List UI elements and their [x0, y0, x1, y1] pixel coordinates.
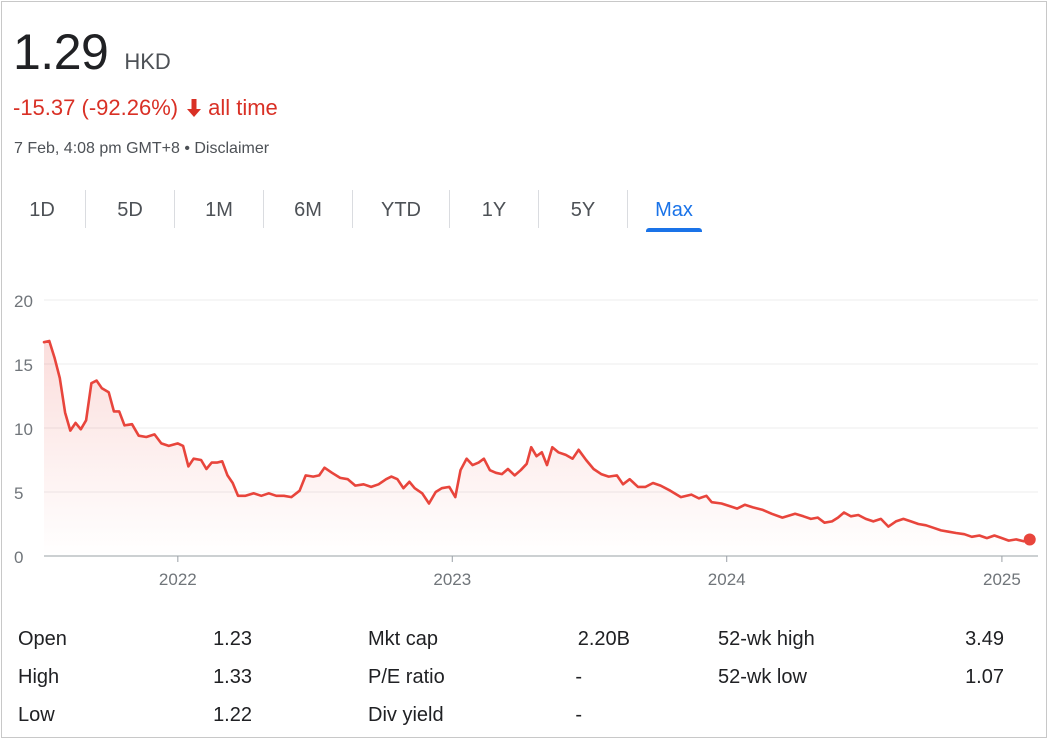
last-price-dot — [1023, 533, 1036, 546]
stat-label-low: Low — [18, 704, 55, 726]
y-tick-label: 10 — [14, 420, 33, 439]
tab-1y[interactable]: 1Y — [481, 199, 507, 221]
price-area — [44, 341, 1030, 556]
meta-separator: • — [184, 140, 190, 157]
tab-1m[interactable]: 1M — [205, 199, 233, 221]
stat-value-high: 1.33 — [213, 666, 252, 688]
stat-value-div-yield: - — [575, 704, 582, 726]
stat-label-div-yield: Div yield — [368, 704, 444, 726]
stat-value-open: 1.23 — [213, 628, 252, 650]
stat-value-pe-ratio: - — [575, 666, 582, 688]
stat-label-52wk-low: 52-wk low — [718, 666, 807, 688]
tab-divider — [85, 190, 86, 228]
y-tick-label: 20 — [14, 292, 33, 311]
stat-label-52wk-high: 52-wk high — [718, 628, 815, 650]
active-tab-indicator — [646, 228, 702, 232]
stat-value-low: 1.22 — [213, 704, 252, 726]
x-tick-label: 2022 — [159, 570, 197, 589]
stat-label-mkt-cap: Mkt cap — [368, 628, 439, 650]
y-tick-label: 5 — [14, 484, 23, 503]
tab-max[interactable]: Max — [655, 199, 693, 221]
tab-5y[interactable]: 5Y — [570, 199, 596, 221]
tab-divider — [352, 190, 353, 228]
y-tick-label: 0 — [14, 548, 23, 567]
timestamp: 7 Feb, 4:08 pm GMT+8 — [14, 140, 180, 157]
currency-label: HKD — [124, 49, 171, 74]
tab-divider — [263, 190, 264, 228]
stat-label-high: High — [18, 666, 60, 688]
change-value: -15.37 (-92.26%) — [13, 95, 179, 120]
tab-divider — [627, 190, 628, 228]
stat-label-pe-ratio: P/E ratio — [368, 666, 445, 688]
disclaimer-link[interactable]: Disclaimer — [194, 140, 270, 157]
tab-6m[interactable]: 6M — [294, 199, 322, 221]
x-tick-label: 2024 — [708, 570, 746, 589]
tab-5d[interactable]: 5D — [117, 199, 143, 221]
y-tick-label: 15 — [14, 356, 33, 375]
tab-divider — [538, 190, 539, 228]
tab-1d[interactable]: 1D — [29, 199, 55, 221]
price-line — [42, 339, 1031, 543]
price-chart[interactable]: 0 5 10 15 20 2022 2023 2024 2025 — [2, 282, 1048, 592]
arrow-down-icon — [186, 98, 202, 118]
stat-value-52wk-high: 3.49 — [965, 628, 1004, 650]
tab-ytd[interactable]: YTD — [381, 199, 421, 221]
x-tick-label: 2025 — [983, 570, 1021, 589]
stat-value-52wk-low: 1.07 — [965, 666, 1004, 688]
range-tabs: 1D 5D 1M 6M YTD 1Y 5Y Max — [2, 190, 722, 236]
x-tick-label: 2023 — [433, 570, 471, 589]
timestamp-row: 7 Feb, 4:08 pm GMT+8 • Disclaimer — [14, 140, 269, 158]
stat-value-mkt-cap: 2.20B — [577, 628, 630, 650]
stat-label-open: Open — [18, 628, 67, 650]
change-period: all time — [208, 95, 278, 120]
price-change: -15.37 (-92.26%) all time — [13, 94, 278, 122]
tab-divider — [174, 190, 175, 228]
tab-divider — [449, 190, 450, 228]
current-price: 1.29 — [13, 24, 109, 80]
price-header: 1.29 HKD — [13, 24, 171, 80]
